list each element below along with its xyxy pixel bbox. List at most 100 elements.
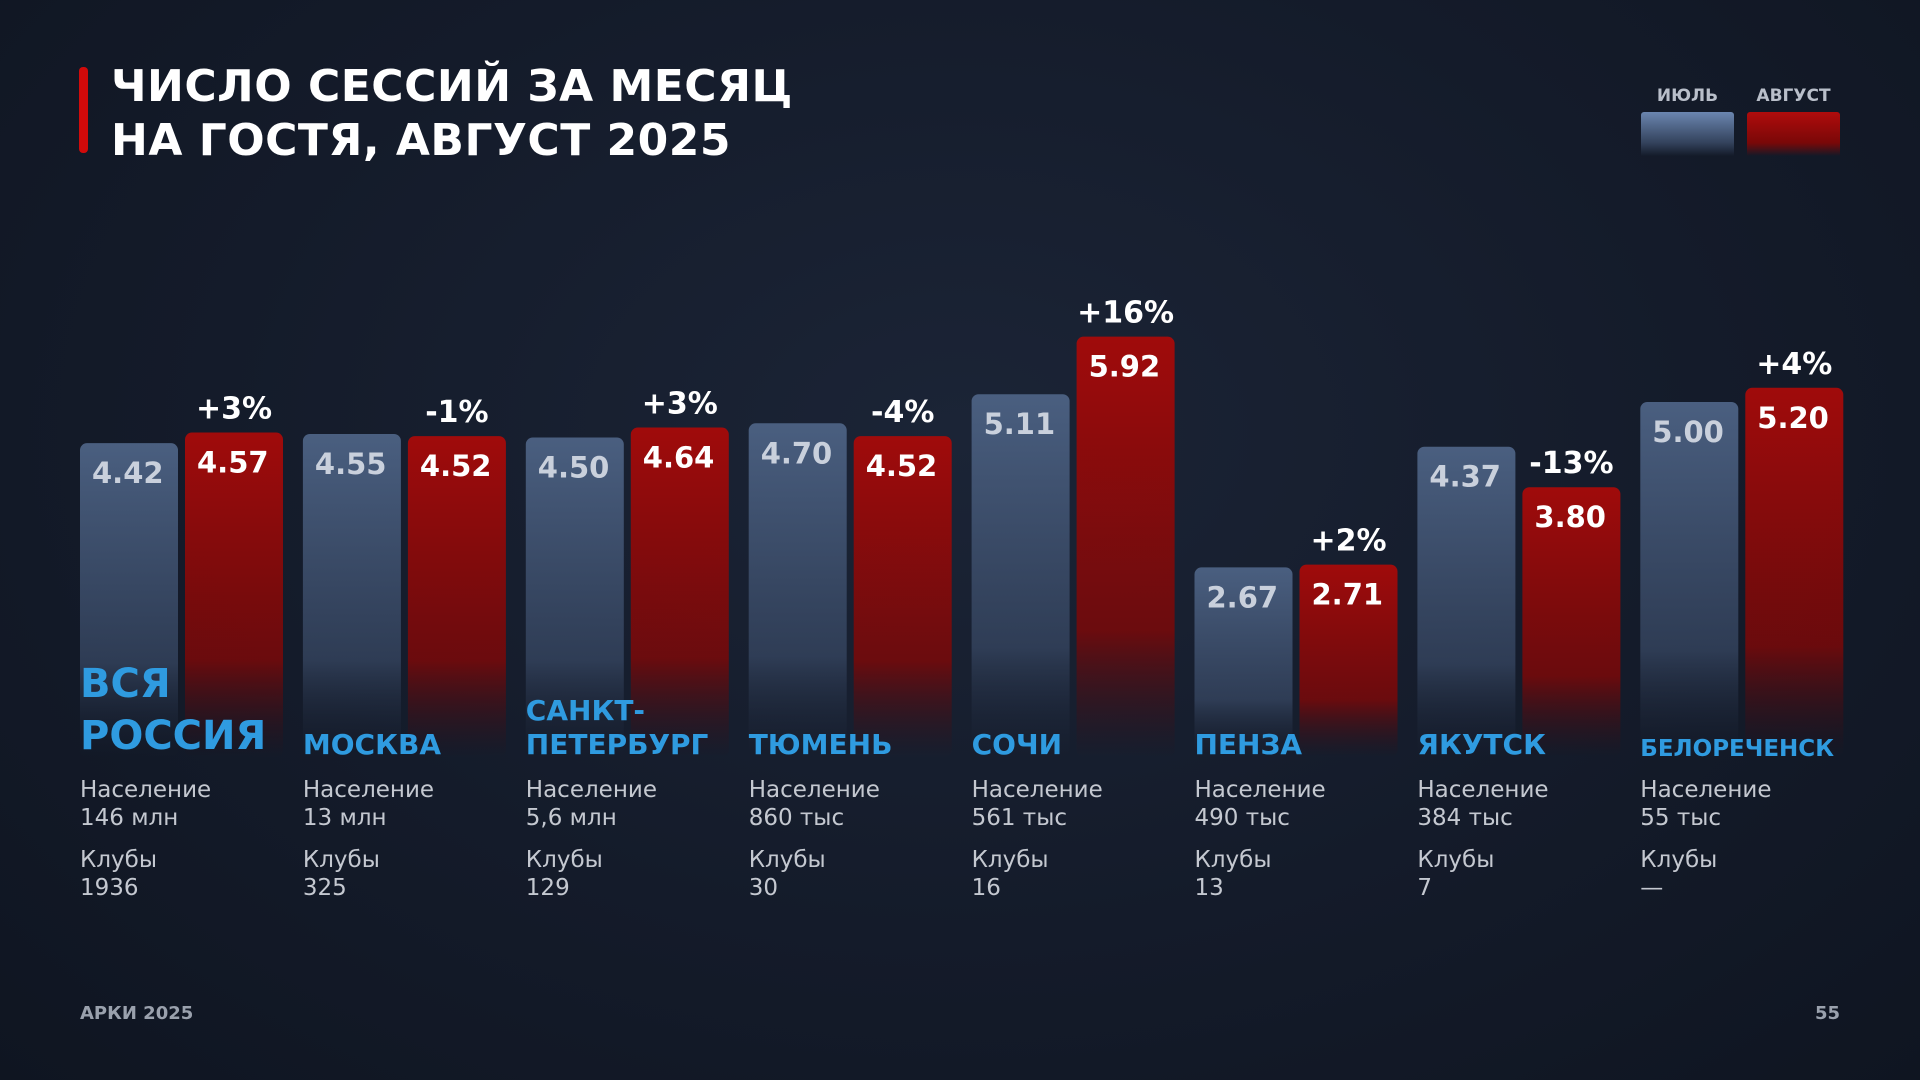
population-label: Население — [525, 777, 657, 803]
city-stats: Население 860 тыс Клубы 30 — [749, 776, 880, 902]
city-name-line: РОССИЯ — [80, 713, 267, 759]
value-label-july: 4.50 — [538, 451, 610, 485]
population-label: Население — [1194, 777, 1326, 803]
legend-item-august: АВГУСТ — [1747, 86, 1840, 156]
page-number: 55 — [1814, 1003, 1840, 1024]
clubs-label: Клубы — [1417, 847, 1495, 873]
bar-august — [1745, 387, 1844, 757]
bar-august — [630, 427, 729, 757]
population-value: 146 млн — [80, 805, 179, 831]
city-name-line: СОЧИ — [971, 728, 1063, 761]
city-name: БЕЛОРЕЧЕНСК — [1640, 732, 1834, 766]
value-label-august: 2.71 — [1312, 578, 1384, 612]
clubs-value: 7 — [1417, 875, 1433, 901]
population-label: Население — [302, 777, 435, 803]
value-label-august: 3.80 — [1534, 500, 1606, 534]
value-label-july: 4.37 — [1429, 460, 1501, 494]
city-name-line: ПЕТЕРБУРГ — [525, 728, 709, 761]
legend-swatch-july — [1641, 112, 1734, 156]
population-value: 561 тыс — [971, 805, 1068, 831]
city-name-line: ВСЯ — [80, 661, 171, 707]
population-label: Население — [1640, 777, 1772, 803]
page-title: ЧИСЛО СЕССИЙ ЗА МЕСЯЦ НА ГОСТЯ, АВГУСТ 2… — [111, 60, 793, 168]
city-name-line: БЕЛОРЕЧЕНСК — [1640, 736, 1834, 762]
city-name-line: ТЮМЕНЬ — [748, 728, 893, 761]
value-label-august: 5.92 — [1089, 350, 1161, 384]
clubs-value: 30 — [748, 875, 778, 901]
value-label-august: 4.52 — [866, 449, 938, 483]
clubs-label: Клубы — [80, 847, 157, 873]
legend-item-july: ИЮЛЬ — [1641, 86, 1734, 156]
change-label: +2% — [1310, 524, 1386, 559]
value-label-august: 4.57 — [197, 446, 269, 480]
title-line-2: НА ГОСТЯ, АВГУСТ 2025 — [111, 115, 731, 166]
city-stats: Население 146 млн Клубы 1936 — [80, 776, 211, 902]
population-value: 5,6 млн — [525, 805, 617, 831]
change-label: -4% — [871, 395, 934, 430]
change-label: +3% — [642, 387, 718, 422]
change-label: +4% — [1756, 347, 1832, 382]
bar-august — [1299, 564, 1398, 757]
city-stats: Население 55 тыс Клубы — — [1640, 776, 1771, 902]
bar-july — [1640, 402, 1739, 757]
city-stats: Население 384 тыс Клубы 7 — [1417, 776, 1548, 902]
clubs-label: Клубы — [1640, 847, 1718, 873]
title-line-1: ЧИСЛО СЕССИЙ ЗА МЕСЯЦ — [111, 61, 793, 112]
change-label: -1% — [425, 395, 488, 430]
city-name: МОСКВА — [303, 728, 441, 762]
clubs-value: 1936 — [80, 875, 139, 901]
city-stats: Население 561 тыс Клубы 16 — [972, 776, 1103, 902]
bar-july — [1194, 567, 1293, 757]
city-name: СОЧИ — [972, 728, 1062, 762]
clubs-value: 16 — [971, 875, 1001, 901]
legend-label-august: АВГУСТ — [1756, 86, 1831, 106]
population-label: Население — [748, 777, 880, 803]
bar-august — [853, 436, 952, 757]
city-name-line: ЯКУТСК — [1417, 728, 1546, 761]
city-stats: Население 5,6 млн Клубы 129 — [526, 776, 657, 902]
city-name: ВСЯ РОССИЯ — [80, 658, 266, 762]
bar-july — [748, 423, 847, 757]
clubs-label: Клубы — [302, 847, 380, 873]
legend-label-july: ИЮЛЬ — [1656, 86, 1719, 106]
city-stats: Население 490 тыс Клубы 13 — [1195, 776, 1326, 902]
footer-source: АРКИ 2025 — [80, 1003, 194, 1024]
title-accent-bar — [79, 67, 88, 153]
value-label-july: 5.11 — [984, 407, 1056, 441]
clubs-label: Клубы — [971, 847, 1049, 873]
population-value: 384 тыс — [1417, 805, 1513, 831]
change-label: +16% — [1077, 296, 1174, 331]
change-label: -13% — [1529, 446, 1613, 481]
population-label: Население — [971, 777, 1103, 803]
value-label-august: 4.64 — [643, 441, 715, 475]
city-name: ТЮМЕНЬ — [749, 728, 893, 762]
bar-july — [302, 433, 401, 757]
bar-july — [80, 443, 178, 757]
city-stats: Население 13 млн Клубы 325 — [303, 776, 434, 902]
bar-july — [525, 437, 624, 757]
bar-august — [1076, 336, 1175, 757]
value-label-july: 4.42 — [92, 456, 164, 490]
bar-august — [185, 432, 283, 757]
clubs-label: Клубы — [525, 847, 603, 873]
bar-august — [407, 436, 506, 757]
population-value: 860 тыс — [748, 805, 845, 831]
value-label-july: 2.67 — [1207, 580, 1279, 614]
population-value: 13 млн — [302, 805, 387, 831]
legend-swatch-august — [1747, 112, 1840, 156]
city-name: ЯКУТСК — [1417, 728, 1546, 762]
city-name: САНКТ- ПЕТЕРБУРГ — [526, 694, 709, 762]
population-value: 490 тыс — [1194, 805, 1290, 831]
value-label-july: 4.70 — [761, 436, 833, 470]
change-label: +3% — [196, 392, 272, 427]
city-name: ПЕНЗА — [1195, 728, 1303, 762]
bar-august — [1522, 487, 1621, 757]
population-label: Население — [80, 777, 212, 803]
clubs-label: Клубы — [1194, 847, 1272, 873]
bar-july — [1417, 446, 1516, 757]
clubs-label: Клубы — [748, 847, 826, 873]
city-name-line: ПЕНЗА — [1194, 728, 1303, 761]
clubs-value: 325 — [302, 875, 347, 901]
city-name-line: САНКТ- — [525, 694, 646, 727]
